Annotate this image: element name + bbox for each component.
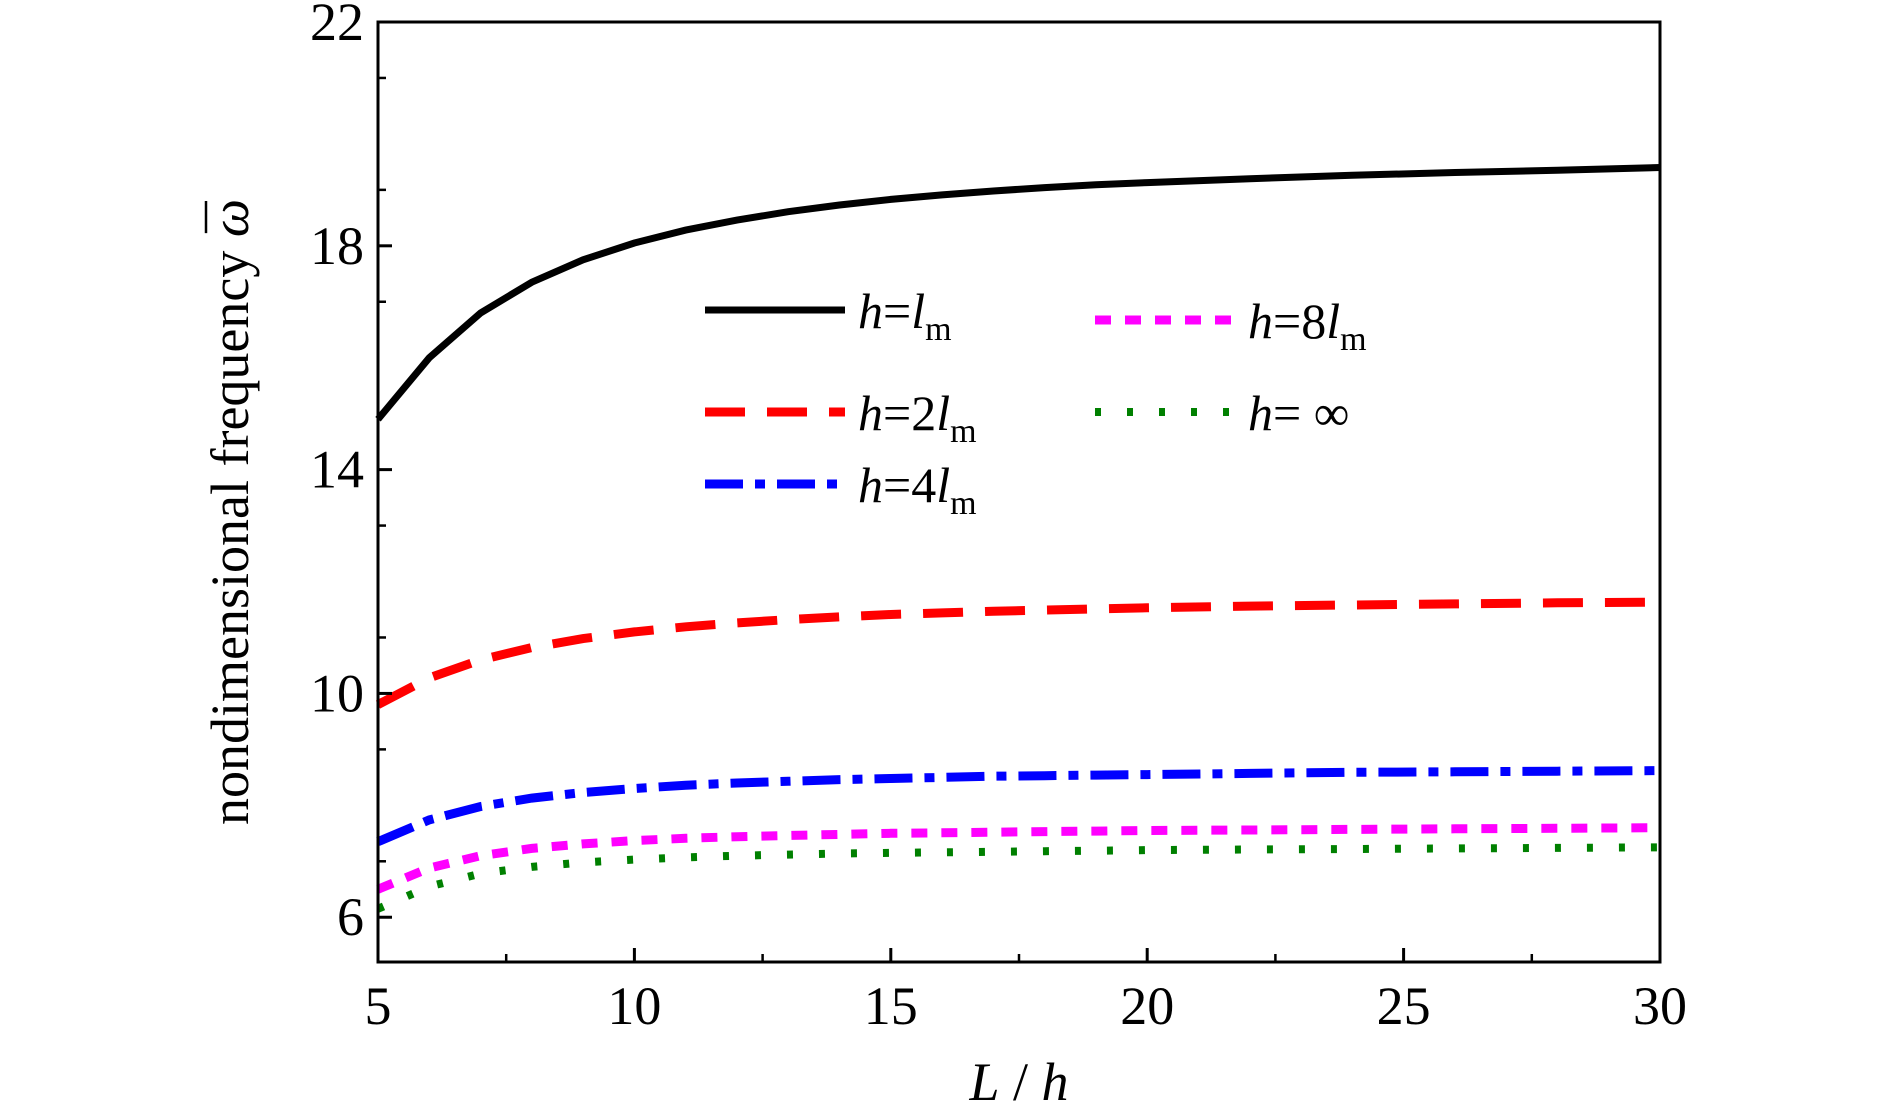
legend-label: h= ∞ [1248, 385, 1349, 441]
y-axis-title-text: nondimensional frequency [200, 237, 260, 825]
x-tick-label: 10 [607, 976, 661, 1036]
series-line-4 [376, 843, 1661, 913]
y-axis-title-symbol: ω [200, 199, 260, 237]
legend-item: h=lm [705, 283, 952, 348]
x-axis-title: L / h [968, 1052, 1068, 1112]
y-tick-label: 18 [310, 216, 364, 276]
svg-text:nondimensional frequency ω: nondimensional frequency ω [200, 199, 260, 825]
x-axis-title-var2: h [1042, 1052, 1069, 1112]
series-line-3 [376, 823, 1661, 894]
x-axis-ticks: 5 10 15 20 25 30 [365, 948, 1687, 1036]
y-tick-label: 10 [310, 663, 364, 723]
legend-item: h=4lm [705, 457, 977, 522]
legend-item: h= ∞ [1095, 385, 1349, 441]
y-axis-title: nondimensional frequency ω [200, 199, 260, 825]
x-tick-label: 30 [1633, 976, 1687, 1036]
x-tick-label: 25 [1377, 976, 1431, 1036]
y-tick-label: 22 [310, 0, 364, 52]
x-tick-label: 20 [1120, 976, 1174, 1036]
legend: h=lm h=2lm h=4lm h=8lm h= ∞ [705, 283, 1367, 522]
plot-marks [375, 164, 1661, 913]
series-line-0 [375, 164, 1661, 422]
x-tick-label: 5 [365, 976, 392, 1036]
series-line-1 [375, 597, 1661, 709]
legend-label: h=2lm [858, 385, 977, 450]
y-axis-ticks: 6 10 14 18 22 [310, 0, 392, 947]
legend-item: h=2lm [705, 385, 977, 450]
series-line-2 [376, 766, 1661, 846]
x-axis-title-var1: L [968, 1052, 999, 1112]
y-tick-label: 14 [310, 440, 364, 500]
x-axis-title-sep: / [1000, 1052, 1042, 1112]
legend-item: h=8lm [1095, 293, 1367, 358]
plot-frame [376, 20, 1662, 964]
legend-label: h=4lm [858, 457, 977, 522]
y-tick-label: 6 [337, 887, 364, 947]
legend-label: h=8lm [1248, 293, 1367, 358]
legend-label: h=lm [858, 283, 952, 348]
x-tick-label: 15 [864, 976, 918, 1036]
